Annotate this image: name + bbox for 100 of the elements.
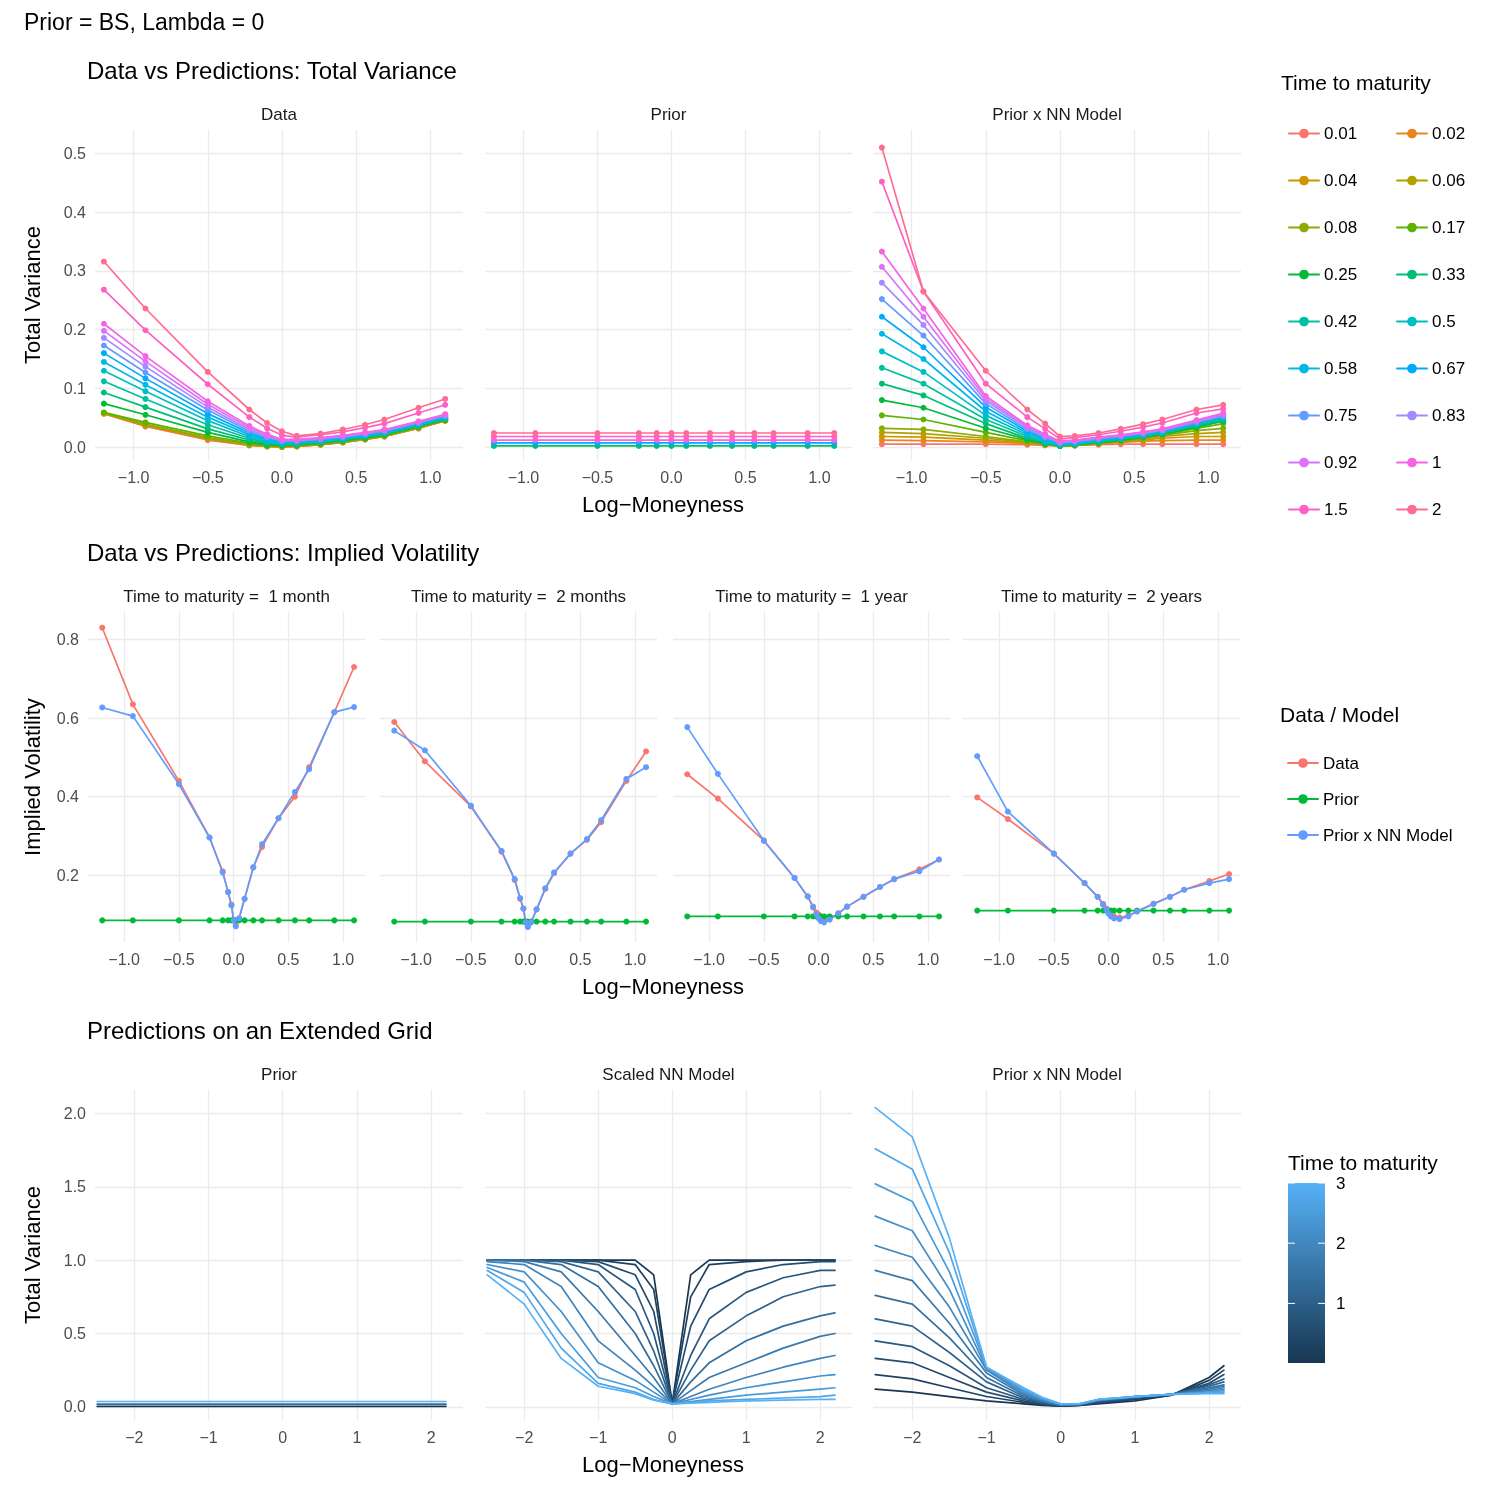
legend-label: 0.58: [1324, 359, 1358, 378]
chart-title: Data vs Predictions: Implied Volatility: [87, 538, 480, 566]
x-tick-label: 0.5: [1123, 468, 1146, 486]
x-tick-label: 1.0: [916, 950, 940, 968]
color-bar-label: 2: [1336, 1233, 1346, 1253]
chart-subtitle: Prior x NN Model: [992, 104, 1122, 124]
chart-subtitle: Prior: [261, 1064, 298, 1084]
x-tick-label: −1.0: [983, 950, 1016, 968]
color-bar-label: 3: [1336, 1173, 1346, 1193]
y-tick-label: 0.1: [63, 379, 87, 397]
x-tick-label: −2: [515, 1428, 534, 1446]
x-tick-label: −0.5: [163, 950, 195, 968]
chart-subtitle: Prior: [650, 104, 687, 124]
x-tick-label: 1: [741, 1428, 751, 1446]
x-tick-label: −0.5: [581, 468, 614, 486]
legend-label: 0.67: [1432, 359, 1466, 378]
chart-subtitle: Time to maturity = 2 months: [410, 586, 627, 606]
chart-subtitle: Scaled NN Model: [602, 1064, 735, 1084]
x-tick-label: −1.0: [507, 468, 540, 486]
legend-label: 0.92: [1324, 453, 1358, 472]
legend-label: 0.33: [1432, 265, 1466, 284]
x-tick-label: −1: [977, 1428, 996, 1446]
y-tick-label: 0.4: [63, 203, 87, 221]
y-tick-label: 0.2: [63, 321, 87, 339]
y-tick-label: 0.5: [63, 144, 87, 162]
y-tick-label: 0.0: [63, 1398, 87, 1416]
x-tick-label: 1.0: [623, 950, 647, 968]
legend-label: 0.5: [1432, 312, 1456, 331]
y-tick-label: 0.6: [56, 709, 80, 727]
x-tick-label: 0.0: [222, 950, 245, 968]
x-tick-label: 0.0: [660, 468, 683, 486]
x-tick-label: −1.0: [117, 468, 150, 486]
y-tick-label: 0.5: [63, 1324, 87, 1342]
legend-label: Prior: [1323, 789, 1360, 809]
x-tick-label: 0.5: [345, 468, 368, 486]
x-tick-label: −0.5: [748, 950, 780, 968]
x-axis-title: Log−Moneyness: [581, 491, 745, 517]
y-tick-label: 0.8: [56, 631, 80, 648]
legend-title: Data / Model: [1280, 702, 1400, 726]
legend-label: 1: [1432, 453, 1442, 472]
x-tick-label: −0.5: [455, 950, 487, 968]
x-tick-label: 0.0: [514, 950, 537, 968]
x-tick-label: −0.5: [191, 468, 224, 486]
legend-label: Prior x NN Model: [1323, 825, 1453, 845]
legend-label: 0.75: [1324, 406, 1358, 425]
x-axis-title: Log−Moneyness: [581, 1451, 745, 1477]
color-bar-title: Time to maturity: [1288, 1150, 1439, 1174]
x-tick-label: −1.0: [400, 950, 433, 968]
legend-label: 0.04: [1324, 171, 1358, 190]
y-tick-label: 1.0: [63, 1251, 87, 1269]
x-tick-label: 2: [1204, 1428, 1214, 1446]
x-tick-label: 0.5: [734, 468, 757, 486]
x-tick-label: −2: [903, 1428, 922, 1446]
x-tick-label: 0.0: [1097, 950, 1120, 968]
x-tick-label: 1: [1130, 1428, 1140, 1446]
legend-label: 0.02: [1432, 124, 1466, 143]
legend-label: 2: [1432, 500, 1442, 519]
y-axis-title: Total Variance: [19, 1186, 45, 1324]
legend-label: 0.83: [1432, 406, 1466, 425]
x-tick-label: 0.5: [277, 950, 300, 968]
x-tick-label: 2: [426, 1428, 436, 1446]
x-tick-label: 0: [1056, 1428, 1066, 1446]
x-tick-label: 1.0: [808, 468, 831, 486]
x-tick-label: −1.0: [693, 950, 726, 968]
chart-subtitle: Prior x NN Model: [992, 1064, 1122, 1084]
legend-label: 1.5: [1324, 500, 1348, 519]
x-tick-label: 1.0: [419, 468, 442, 486]
y-axis-title: Implied Volatility: [19, 698, 45, 856]
y-tick-label: 0.2: [56, 866, 80, 884]
x-tick-label: 0: [278, 1428, 288, 1446]
legend-label: 0.42: [1324, 312, 1358, 331]
x-tick-label: 0.0: [1048, 468, 1072, 486]
chart-subtitle: Time to maturity = 1 year: [715, 586, 909, 606]
text: Prior = BS, Lambda = 0: [24, 9, 265, 35]
x-tick-label: −1.0: [108, 950, 141, 968]
x-tick-label: −1.0: [895, 468, 928, 486]
y-tick-label: 1.5: [63, 1178, 87, 1196]
x-tick-label: 0.5: [862, 950, 885, 968]
chart-subtitle: Data: [261, 104, 298, 124]
x-tick-label: 2: [815, 1428, 825, 1446]
x-tick-label: 0: [667, 1428, 677, 1446]
y-tick-label: 0.3: [63, 262, 87, 280]
chart-subtitle: Time to maturity = 2 years: [1000, 586, 1203, 606]
y-tick-label: 0.0: [63, 438, 87, 456]
x-tick-label: −2: [125, 1428, 144, 1446]
x-axis-title: Log−Moneyness: [581, 973, 745, 999]
x-tick-label: 0.5: [569, 950, 592, 968]
color-bar-label: 1: [1336, 1293, 1346, 1313]
x-tick-label: 1: [352, 1428, 362, 1446]
legend-label: 0.17: [1432, 218, 1466, 237]
y-tick-label: 2.0: [63, 1104, 87, 1122]
chart-subtitle: Time to maturity = 1 month: [123, 586, 330, 606]
x-tick-label: −1: [199, 1428, 218, 1446]
chart-title: Predictions on an Extended Grid: [87, 1016, 433, 1044]
legend-label: 0.08: [1324, 218, 1358, 237]
x-tick-label: 1.0: [1206, 950, 1230, 968]
x-tick-label: 0.0: [807, 950, 830, 968]
x-tick-label: 1.0: [1197, 468, 1220, 486]
legend-label: 0.01: [1324, 124, 1358, 143]
x-tick-label: −0.5: [1038, 950, 1070, 968]
